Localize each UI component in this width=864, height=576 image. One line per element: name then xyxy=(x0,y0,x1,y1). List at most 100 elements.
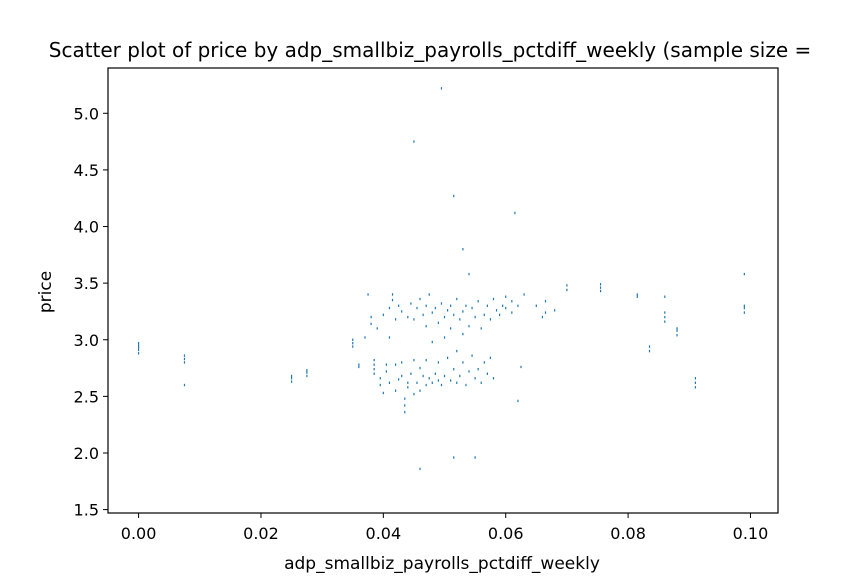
data-point xyxy=(492,297,495,301)
data-point xyxy=(352,345,354,348)
data-point xyxy=(443,336,446,339)
data-point xyxy=(379,377,381,380)
data-point xyxy=(535,304,537,307)
data-point xyxy=(290,374,293,378)
data-point xyxy=(486,304,488,307)
data-point xyxy=(676,334,678,337)
data-point xyxy=(486,372,488,375)
data-point xyxy=(446,309,449,312)
chart-title: Scatter plot of price by adp_smallbiz_pa… xyxy=(49,38,812,62)
data-point xyxy=(462,310,464,313)
data-point xyxy=(450,379,452,382)
data-point xyxy=(440,87,443,90)
data-point xyxy=(474,456,476,459)
data-point xyxy=(636,295,638,298)
data-point xyxy=(306,374,308,378)
data-point xyxy=(370,322,372,326)
y-tick-label: 3.5 xyxy=(74,274,99,293)
data-point xyxy=(462,361,464,364)
data-point xyxy=(376,327,378,330)
data-point xyxy=(419,297,421,301)
data-point xyxy=(468,272,470,276)
data-point xyxy=(648,349,651,353)
data-point xyxy=(517,304,519,307)
data-point xyxy=(664,295,666,298)
data-point xyxy=(477,300,479,303)
data-point xyxy=(137,341,140,345)
data-point xyxy=(694,381,696,384)
data-point xyxy=(566,288,568,292)
data-point xyxy=(404,411,406,414)
data-point xyxy=(422,374,424,378)
data-point xyxy=(431,311,433,314)
data-point xyxy=(394,389,397,392)
data-point xyxy=(489,318,492,321)
data-point xyxy=(471,306,473,310)
data-point xyxy=(636,293,638,296)
data-point xyxy=(306,369,308,372)
data-point xyxy=(517,399,519,403)
x-tick-label: 0.00 xyxy=(121,524,157,543)
data-point xyxy=(477,368,479,371)
data-point xyxy=(511,300,513,303)
y-tick-label: 4.5 xyxy=(74,161,99,180)
data-point xyxy=(382,313,384,317)
data-point xyxy=(358,363,360,366)
data-point xyxy=(599,283,602,286)
data-point xyxy=(492,377,495,380)
x-tick-label: 0.02 xyxy=(243,524,279,543)
data-point xyxy=(554,309,556,312)
data-point xyxy=(410,372,412,375)
data-point xyxy=(425,383,427,387)
data-point xyxy=(468,324,470,328)
data-point xyxy=(544,300,547,303)
data-point xyxy=(437,361,440,364)
data-point xyxy=(183,383,186,387)
data-point xyxy=(401,374,403,378)
data-point xyxy=(364,336,366,339)
points-layer xyxy=(137,87,745,471)
data-point xyxy=(394,318,397,321)
plot-area xyxy=(107,67,779,514)
data-point xyxy=(664,311,666,314)
data-point xyxy=(407,381,409,384)
data-point xyxy=(443,315,446,319)
data-point xyxy=(495,309,498,312)
data-point xyxy=(505,306,507,310)
y-tick-label: 5.0 xyxy=(74,104,99,123)
data-point xyxy=(370,315,372,319)
plot-frame xyxy=(107,67,779,514)
data-point xyxy=(352,341,354,345)
data-point xyxy=(648,345,651,348)
data-point xyxy=(410,302,412,305)
y-tick-label: 2.5 xyxy=(74,387,99,406)
data-point xyxy=(694,377,696,380)
data-point xyxy=(459,318,461,321)
data-point xyxy=(664,315,666,319)
data-point xyxy=(382,391,384,395)
x-axis: 0.00 0.02 0.04 0.06 0.08 0.10 xyxy=(121,513,768,543)
data-point xyxy=(599,286,602,289)
data-point xyxy=(450,304,452,307)
data-point xyxy=(183,357,186,361)
data-point xyxy=(450,327,452,330)
data-point xyxy=(398,378,400,381)
data-point xyxy=(394,363,397,366)
data-point xyxy=(743,272,745,276)
data-point xyxy=(471,354,473,357)
data-point xyxy=(502,304,504,307)
y-tick-label: 3.0 xyxy=(74,331,99,350)
data-point xyxy=(391,298,394,302)
data-point xyxy=(137,348,140,352)
x-axis-title: adp_smallbiz_payrolls_pctdiff_weekly xyxy=(284,554,600,574)
data-point xyxy=(694,386,696,389)
data-point xyxy=(290,380,293,383)
data-point xyxy=(434,306,436,310)
x-tick-label: 0.10 xyxy=(733,524,769,543)
data-point xyxy=(474,377,476,380)
data-point xyxy=(407,386,409,389)
data-point xyxy=(419,366,421,370)
data-point xyxy=(541,315,544,319)
data-point xyxy=(459,374,461,378)
data-point xyxy=(480,381,482,384)
